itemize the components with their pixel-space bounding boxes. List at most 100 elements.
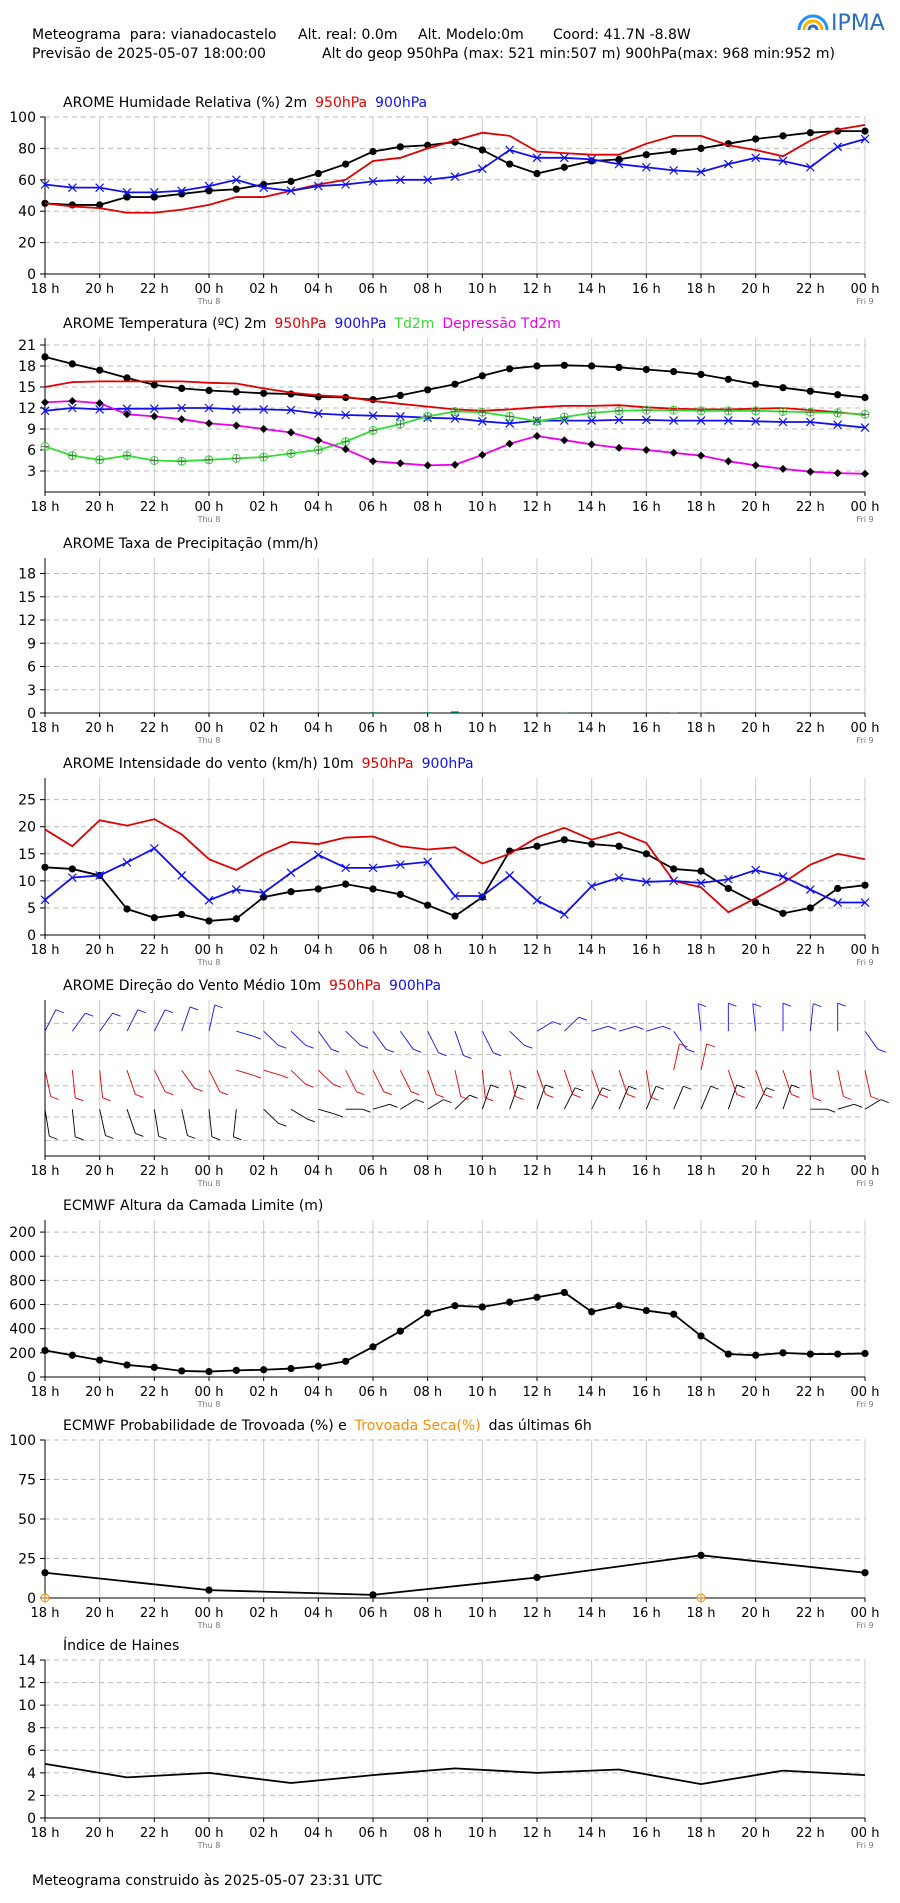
data-point	[287, 177, 295, 185]
data-point	[314, 169, 322, 178]
wind-barb-flag	[813, 1097, 822, 1102]
x-tick-label: 00 h	[195, 500, 224, 515]
data-point	[642, 446, 651, 454]
data-point	[861, 393, 869, 402]
wind-barb-flag	[332, 1083, 342, 1088]
panel-thunder: ECMWF Probabilidade de Trovoada (%) e Tro…	[9, 1418, 879, 1630]
x-tick-label: 20 h	[741, 1826, 770, 1841]
data-point	[67, 403, 77, 413]
wind-barb-flag	[782, 1002, 792, 1007]
data-point	[41, 1346, 49, 1355]
x-tick-label: 18 h	[687, 1826, 716, 1841]
data-point	[723, 159, 733, 169]
wind-barb-flag	[736, 1084, 745, 1089]
x-tick-label: 14 h	[577, 282, 606, 297]
data-point	[696, 416, 706, 426]
precip-bar	[451, 711, 459, 713]
data-point	[369, 1343, 377, 1351]
data-point	[149, 843, 159, 853]
wind-barb	[99, 1070, 104, 1098]
wind-barb-flag	[443, 1099, 452, 1104]
wind-barb	[673, 1043, 680, 1071]
data-point	[642, 365, 650, 374]
data-point	[697, 144, 705, 152]
wind-barb	[372, 1069, 385, 1092]
wind-barb-flag	[552, 1021, 561, 1026]
wind-barb-flag	[75, 1136, 84, 1141]
data-point-cross	[587, 408, 596, 417]
data-point	[450, 172, 460, 182]
data-point	[150, 412, 159, 421]
data-point	[861, 127, 869, 135]
y-tick-label: 100	[9, 1433, 36, 1449]
y-tick-label: 12	[18, 401, 36, 417]
x-tick-label: 22 h	[140, 500, 169, 515]
wind-barb-flag	[334, 1113, 344, 1118]
data-point	[587, 416, 597, 426]
data-point-cross	[205, 455, 213, 464]
wind-barb-flag	[545, 1084, 554, 1089]
wind-barb-flag	[628, 1085, 637, 1090]
title-part: AROME Direção do Vento Médio 10m	[63, 978, 321, 994]
wind-barb	[727, 1084, 738, 1110]
data-point	[232, 1366, 240, 1374]
x-tick-label: 20 h	[85, 500, 114, 515]
x-tick-label: 06 h	[359, 943, 388, 958]
data-point	[806, 467, 815, 476]
x-tick-label: 22 h	[796, 1385, 825, 1400]
data-point	[368, 411, 378, 421]
x-tick-label: 12 h	[523, 1164, 552, 1179]
data-point	[451, 912, 459, 920]
x-tick-label: 18 h	[687, 1385, 716, 1400]
data-point	[314, 436, 323, 445]
wind-barb-flag	[826, 1108, 836, 1113]
data-point	[95, 399, 104, 408]
day-label-thu: Thu 8	[197, 297, 221, 306]
data-point	[177, 403, 187, 413]
wind-barb	[99, 1109, 106, 1136]
wind-barb-flag	[383, 1091, 392, 1096]
wind-barb	[208, 1109, 213, 1137]
series-line-950hPa	[44, 123, 866, 214]
x-tick-label: 00 h	[851, 500, 880, 515]
y-tick-label: 0	[27, 706, 36, 722]
data-point	[669, 165, 679, 175]
x-tick-label: 16 h	[632, 1164, 661, 1179]
wind-barb-flag	[278, 1044, 287, 1049]
x-tick-label: 04 h	[304, 282, 333, 297]
data-point	[205, 419, 213, 428]
ipma-logo-text: IPMA	[831, 11, 885, 34]
data-point	[477, 416, 487, 426]
x-tick-label: 04 h	[304, 721, 333, 736]
data-point	[341, 863, 351, 873]
x-tick-label: 06 h	[359, 1164, 388, 1179]
panel-haines: Índice de Haines 0 2 4 6 8 10 12 14 18 h 20 h 22 h 0…	[18, 1637, 879, 1850]
y-tick-label: 6	[27, 660, 36, 676]
wind-barb	[44, 1070, 52, 1097]
x-tick-label: 04 h	[304, 943, 333, 958]
data-point	[670, 368, 678, 376]
x-tick-label: 18 h	[687, 1164, 716, 1179]
data-point	[588, 362, 596, 370]
data-point	[41, 353, 49, 361]
day-label-fri: Fri 9	[856, 1841, 873, 1850]
y-tick-label: 000	[9, 1249, 36, 1265]
data-point	[424, 386, 432, 394]
x-tick-label: 16 h	[632, 1606, 661, 1621]
data-point	[778, 872, 788, 881]
wind-barb-flag	[102, 1097, 111, 1102]
wind-barb	[208, 1069, 221, 1092]
x-tick-label: 10 h	[468, 1606, 497, 1621]
x-tick-label: 18 h	[687, 721, 716, 736]
x-tick-label: 18 h	[31, 1385, 60, 1400]
data-point-cross	[697, 1594, 705, 1602]
x-tick-label: 00 h	[195, 1385, 224, 1400]
data-point	[533, 842, 541, 850]
data-point	[205, 917, 213, 925]
title-part: Trovoada Seca(%)	[354, 1418, 481, 1434]
x-tick-label: 22 h	[796, 1164, 825, 1179]
x-tick-label: 06 h	[359, 1385, 388, 1400]
x-tick-label: 20 h	[741, 1164, 770, 1179]
wind-barb-flag	[306, 1118, 315, 1123]
coordinates: Coord: 41.7N -8.8W	[553, 27, 691, 43]
